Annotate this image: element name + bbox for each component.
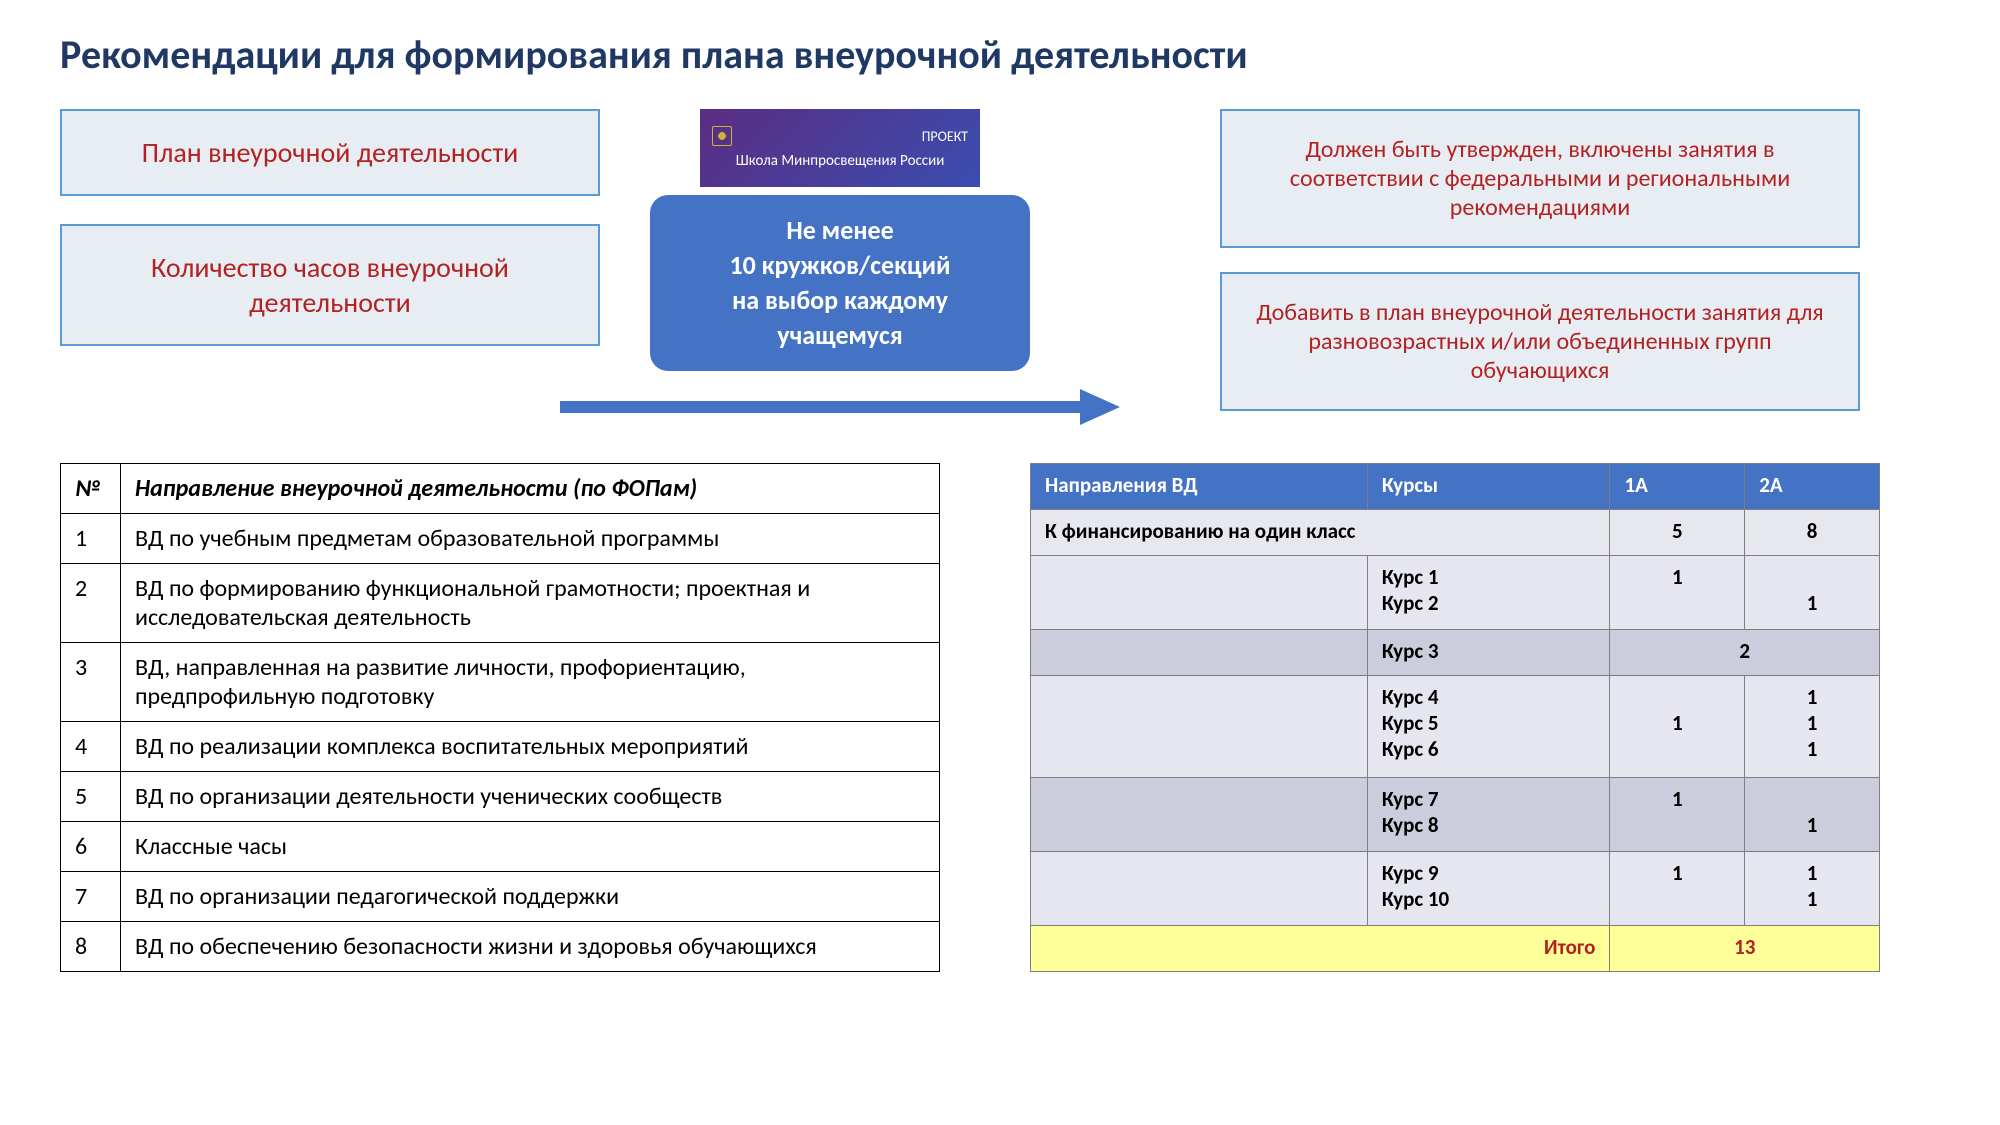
direction-cell — [1031, 777, 1368, 851]
table-row: 7ВД по организации педагогической поддер… — [61, 872, 940, 922]
finance-row: К финансированию на один класс 5 8 — [1031, 510, 1880, 556]
col-header-num: № — [61, 464, 121, 514]
course-group-row: Курс 4Курс 5Курс 6 1 111 — [1031, 676, 1880, 778]
table-row: 8ВД по обеспечению безопасности жизни и … — [61, 922, 940, 972]
row-number: 4 — [61, 722, 121, 772]
course-group-row: Курс 9Курс 101 11 — [1031, 851, 1880, 925]
courses-header-row: Направления ВД Курсы 1А 2А — [1031, 464, 1880, 510]
bottom-row: № Направление внеурочной деятельности (п… — [60, 463, 1940, 972]
course-cell: Курс 4Курс 5Курс 6 — [1367, 676, 1610, 778]
col-header-courses: Курсы — [1367, 464, 1610, 510]
table-row: 5ВД по организации деятельности ученичес… — [61, 772, 940, 822]
direction-cell — [1031, 851, 1368, 925]
course-cell: Курс 1Курс 2 — [1367, 556, 1610, 630]
merged-value-cell: 2 — [1610, 630, 1880, 676]
courses-table: Направления ВД Курсы 1А 2А К финансирова… — [1030, 463, 1880, 972]
value-2a-cell: 11 — [1745, 851, 1880, 925]
course-group-row: Курс 1Курс 21 1 — [1031, 556, 1880, 630]
total-row: Итого 13 — [1031, 925, 1880, 971]
row-number: 8 — [61, 922, 121, 972]
project-label: ПРОЕКТ — [922, 128, 968, 145]
row-number: 2 — [61, 564, 121, 643]
course-cell: Курс 9Курс 10 — [1367, 851, 1610, 925]
project-badge: ПРОЕКТ Школа Минпросвещения России — [700, 109, 980, 187]
table-header-row: № Направление внеурочной деятельности (п… — [61, 464, 940, 514]
row-text: ВД по организации деятельности ученическ… — [121, 772, 940, 822]
project-subtitle: Школа Минпросвещения России — [712, 152, 968, 170]
center-column: ПРОЕКТ Школа Минпросвещения России Не ме… — [640, 109, 1040, 409]
col-header-2a: 2А — [1745, 464, 1880, 510]
direction-cell — [1031, 556, 1368, 630]
row-text: ВД по обеспечению безопасности жизни и з… — [121, 922, 940, 972]
course-cell: Курс 7Курс 8 — [1367, 777, 1610, 851]
directions-table: № Направление внеурочной деятельности (п… — [60, 463, 940, 972]
top-row: План внеурочной деятельности Количество … — [60, 109, 1940, 409]
value-1a-cell: 1 — [1610, 556, 1745, 630]
approved-box: Должен быть утвержден, включены занятия … — [1220, 109, 1860, 248]
row-text: ВД по организации педагогической поддерж… — [121, 872, 940, 922]
row-number: 6 — [61, 822, 121, 872]
value-2a-cell: 1 — [1745, 777, 1880, 851]
table-row: 1ВД по учебным предметам образовательной… — [61, 514, 940, 564]
total-label: Итого — [1031, 925, 1610, 971]
row-number: 5 — [61, 772, 121, 822]
course-group-row: Курс 32 — [1031, 630, 1880, 676]
plan-box: План внеурочной деятельности — [60, 109, 600, 196]
row-text: ВД, направленная на развитие личности, п… — [121, 643, 940, 722]
value-1a-cell: 1 — [1610, 777, 1745, 851]
right-column: Должен быть утвержден, включены занятия … — [1220, 109, 1860, 409]
page-title: Рекомендации для формирования плана внеу… — [60, 30, 1940, 79]
col-header-directions: Направления ВД — [1031, 464, 1368, 510]
value-1a-cell: 1 — [1610, 851, 1745, 925]
table-row: 4ВД по реализации комплекса воспитательн… — [61, 722, 940, 772]
table-row: 6Классные часы — [61, 822, 940, 872]
table-row: 3ВД, направленная на развитие личности, … — [61, 643, 940, 722]
finance-label: К финансированию на один класс — [1031, 510, 1610, 556]
course-group-row: Курс 7Курс 81 1 — [1031, 777, 1880, 851]
row-text: ВД по формированию функциональной грамот… — [121, 564, 940, 643]
total-value: 13 — [1610, 925, 1880, 971]
finance-2a: 8 — [1745, 510, 1880, 556]
arrow-icon — [560, 395, 1120, 419]
add-to-plan-box: Добавить в план внеурочной деятельности … — [1220, 272, 1860, 411]
direction-cell — [1031, 630, 1368, 676]
row-text: Классные часы — [121, 822, 940, 872]
center-callout: Не менее10 кружков/секцийна выбор каждом… — [650, 195, 1030, 371]
value-2a-cell: 1 — [1745, 556, 1880, 630]
row-number: 1 — [61, 514, 121, 564]
col-header-1a: 1А — [1610, 464, 1745, 510]
row-number: 3 — [61, 643, 121, 722]
direction-cell — [1031, 676, 1368, 778]
value-2a-cell: 111 — [1745, 676, 1880, 778]
row-number: 7 — [61, 872, 121, 922]
col-header-direction: Направление внеурочной деятельности (по … — [121, 464, 940, 514]
row-text: ВД по реализации комплекса воспитательны… — [121, 722, 940, 772]
hours-box: Количество часов внеурочной деятельности — [60, 224, 600, 346]
course-cell: Курс 3 — [1367, 630, 1610, 676]
finance-1a: 5 — [1610, 510, 1745, 556]
value-1a-cell: 1 — [1610, 676, 1745, 778]
emblem-icon — [712, 126, 732, 146]
row-text: ВД по учебным предметам образовательной … — [121, 514, 940, 564]
left-column: План внеурочной деятельности Количество … — [60, 109, 600, 409]
table-row: 2ВД по формированию функциональной грамо… — [61, 564, 940, 643]
